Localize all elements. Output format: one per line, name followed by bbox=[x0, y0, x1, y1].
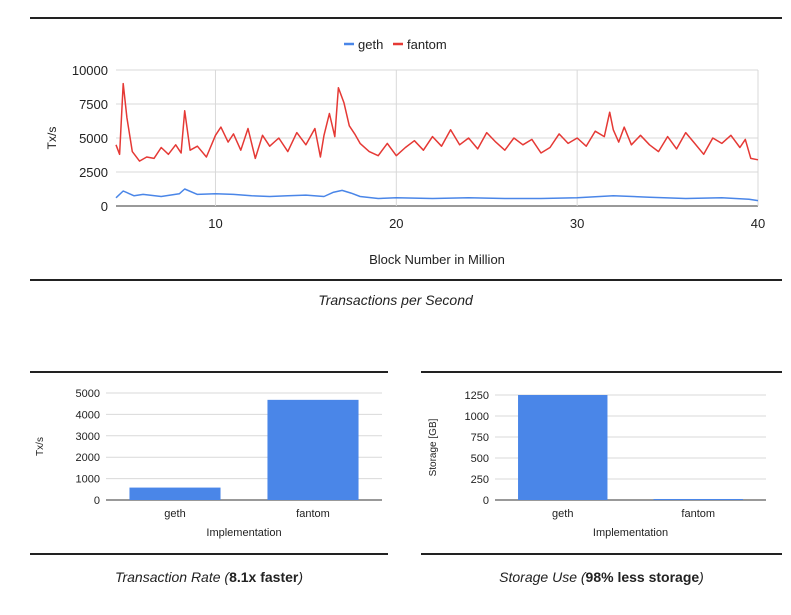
x-tick-label: fantom bbox=[681, 508, 715, 520]
y-tick-label: 1000 bbox=[465, 411, 489, 423]
storage-caption-bold: 98% less storage bbox=[585, 569, 700, 585]
y-tick-label: 0 bbox=[94, 495, 100, 507]
y-tick-label: 5000 bbox=[79, 131, 108, 146]
y-tick-label: 750 bbox=[471, 432, 489, 444]
bar-geth bbox=[129, 487, 221, 500]
y-tick-label: 0 bbox=[483, 495, 489, 507]
y-tick-label: 10000 bbox=[72, 63, 108, 78]
y-tick-label: 7500 bbox=[79, 97, 108, 112]
x-axis-label: Implementation bbox=[206, 527, 281, 539]
legend-label-fantom: fantom bbox=[407, 37, 447, 52]
x-tick-label: 40 bbox=[751, 216, 765, 231]
storage-caption-suffix: ) bbox=[699, 569, 704, 585]
series-line-geth bbox=[115, 188, 759, 202]
y-tick-label: 0 bbox=[101, 199, 108, 214]
rate-chart-rule-top bbox=[30, 371, 388, 373]
y-axis-label: Storage [GB] bbox=[428, 418, 439, 476]
x-tick-label: fantom bbox=[296, 508, 330, 520]
top-chart-caption: Transactions per Second bbox=[0, 292, 791, 308]
y-tick-label: 250 bbox=[471, 474, 489, 486]
storage-chart-caption: Storage Use (98% less storage) bbox=[421, 569, 782, 585]
series-line-fantom bbox=[115, 82, 759, 162]
rate-caption-prefix: Transaction Rate ( bbox=[114, 569, 230, 585]
bar-fantom bbox=[267, 399, 359, 500]
top-caption-text: Transactions per Second bbox=[318, 292, 473, 308]
y-tick-label: 1250 bbox=[465, 390, 489, 402]
legend-label-geth: geth bbox=[358, 37, 383, 52]
x-tick-label: geth bbox=[164, 508, 185, 520]
rate-chart-caption: Transaction Rate (8.1x faster) bbox=[30, 569, 388, 585]
x-tick-label: geth bbox=[552, 508, 573, 520]
y-tick-label: 500 bbox=[471, 453, 489, 465]
y-axis-label: Tx/s bbox=[45, 127, 59, 150]
x-axis-label: Block Number in Million bbox=[369, 252, 505, 267]
x-tick-label: 30 bbox=[570, 216, 584, 231]
top-chart-rule-bottom bbox=[30, 279, 782, 281]
y-tick-label: 4000 bbox=[76, 409, 100, 421]
y-tick-label: 5000 bbox=[76, 388, 100, 400]
storage-caption-prefix: Storage Use ( bbox=[499, 569, 586, 585]
bar-fantom bbox=[653, 498, 743, 500]
rate-caption-bold: 8.1x faster bbox=[229, 569, 299, 585]
storage-chart-rule-top bbox=[421, 371, 782, 373]
y-tick-label: 1000 bbox=[76, 474, 100, 486]
x-axis-label: Implementation bbox=[593, 527, 668, 539]
x-tick-label: 10 bbox=[208, 216, 222, 231]
y-axis-label: Tx/s bbox=[35, 437, 46, 456]
bar-geth bbox=[518, 395, 608, 500]
storage-chart-rule-bottom bbox=[421, 553, 782, 555]
y-tick-label: 2000 bbox=[76, 452, 100, 464]
top-chart-rule-top bbox=[30, 17, 782, 19]
y-tick-label: 2500 bbox=[79, 165, 108, 180]
tps-line-chart: 0 2500 5000 7500 10000 10 20 30 40 Block Number i… bbox=[45, 37, 765, 267]
x-tick-label: 20 bbox=[389, 216, 403, 231]
rate-caption-suffix: ) bbox=[298, 569, 304, 585]
rate-chart-rule-bottom bbox=[30, 553, 388, 555]
y-tick-label: 3000 bbox=[76, 431, 100, 443]
